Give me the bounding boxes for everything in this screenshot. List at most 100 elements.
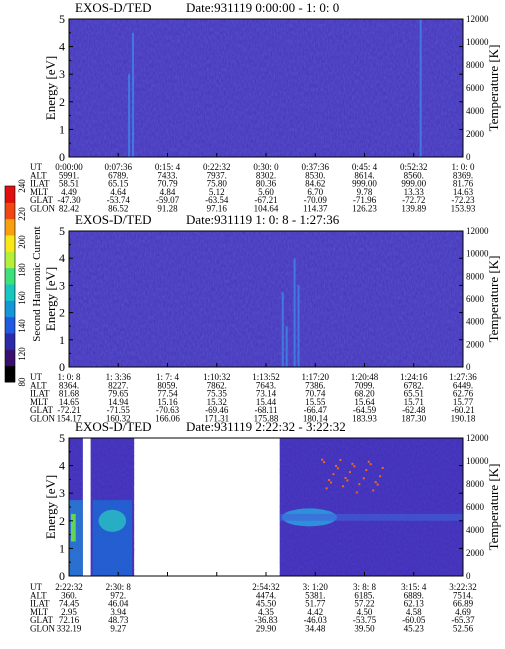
table-row-label: GLAT — [30, 615, 53, 625]
table-cell: 1:10:32 — [203, 372, 231, 382]
table-cell: 166.06 — [155, 414, 180, 424]
colorbar-swatch — [5, 300, 15, 318]
table-cell: 4.50 — [357, 607, 373, 617]
table-row-label: ALT — [30, 590, 47, 600]
y-tick-label: 4 — [59, 251, 65, 265]
table-cell: 72.16 — [59, 615, 80, 625]
colorbar-swatch — [5, 267, 15, 285]
colorbar-frame — [4, 185, 16, 383]
panel-date-range: Date:931119 2:22:32 - 3:22:32 — [186, 419, 346, 434]
table-cell: 62.13 — [404, 599, 425, 609]
table-cell: 8560. — [404, 170, 424, 180]
table-cell: 4.49 — [61, 187, 77, 197]
colorbar-swatch — [5, 202, 15, 220]
table-cell: 9.78 — [357, 187, 373, 197]
table-row-label: ALT — [30, 380, 47, 390]
table-cell: 1: 0: 0 — [451, 162, 475, 172]
spectrogram-dot — [369, 463, 372, 466]
table-cell: 4.84 — [160, 187, 176, 197]
table-row-label: UT — [30, 582, 42, 592]
colorbar-tick-label: 180 — [17, 263, 27, 277]
table-row-label: GLON — [30, 624, 55, 634]
table-cell: 77.54 — [157, 389, 178, 399]
spectrogram-dot — [323, 461, 326, 464]
spectrogram-texture-2 — [69, 231, 463, 367]
table-cell: 4.64 — [110, 187, 126, 197]
table-cell: 0:22:32 — [203, 162, 231, 172]
spectrogram-streak — [281, 292, 284, 367]
table-cell: 58.51 — [59, 179, 79, 189]
table-cell: -60.21 — [451, 405, 474, 415]
table-cell: 84.62 — [305, 179, 325, 189]
colorbar-swatch — [5, 365, 15, 383]
y-tick-label: 5 — [59, 431, 65, 445]
table-cell: 8364. — [59, 380, 79, 390]
colorbar-swatch — [5, 333, 15, 350]
table-cell: -70.09 — [304, 195, 328, 205]
spectrogram-dot — [336, 467, 339, 470]
y-tick-label: 5 — [59, 12, 65, 26]
colorbar-tick-label: 140 — [17, 319, 27, 333]
table-row-label: GLON — [30, 414, 55, 424]
right-tick-label: 2000 — [466, 129, 485, 139]
panel-title: EXOS-D/TED — [75, 212, 152, 227]
table-cell: 86.52 — [108, 204, 128, 214]
table-cell: 15.32 — [207, 397, 227, 407]
table-cell: 2:22:32 — [55, 582, 83, 592]
table-cell: 82.42 — [59, 204, 79, 214]
table-cell: 45.50 — [256, 599, 277, 609]
table-cell: 15.44 — [256, 397, 277, 407]
colorbar-swatch — [5, 186, 15, 203]
table-cell: 15.64 — [354, 397, 375, 407]
table-cell: 46.04 — [108, 599, 129, 609]
table-cell: 8059. — [157, 380, 177, 390]
table-cell: 1: 3:36 — [106, 372, 132, 382]
y-tick-label: 0 — [59, 569, 65, 583]
table-cell: 1: 0: 8 — [57, 372, 81, 382]
table-cell: 70.74 — [305, 389, 326, 399]
table-cell: -71.96 — [353, 195, 377, 205]
table-cell: 1:13:52 — [252, 372, 280, 382]
table-cell: -68.11 — [255, 405, 278, 415]
right-axis-label: Temperature [K] — [486, 45, 501, 132]
colorbar-swatch — [5, 349, 15, 367]
table-cell: 15.77 — [453, 397, 474, 407]
table-cell: 6789. — [108, 170, 128, 180]
table-cell: -60.05 — [402, 615, 426, 625]
table-cell: 52.56 — [453, 624, 474, 634]
table-cell: 4.42 — [307, 607, 323, 617]
table-row-label: UT — [30, 372, 42, 382]
table-cell: -72.72 — [402, 195, 425, 205]
right-tick-label: 8000 — [466, 479, 485, 489]
table-cell: 74.45 — [59, 599, 80, 609]
table-cell: -70.63 — [156, 405, 180, 415]
spectrogram-dot — [358, 483, 361, 486]
table-cell: -46.03 — [304, 615, 328, 625]
spectrogram-dot — [339, 459, 342, 462]
spectrogram-feature — [70, 513, 76, 542]
table-cell: 6782. — [404, 380, 424, 390]
table-cell: 175.88 — [254, 414, 279, 424]
spectrogram-dot — [341, 485, 344, 488]
y-tick-label: 0 — [59, 360, 65, 374]
spectrogram-streak — [419, 19, 422, 157]
colorbar-swatch — [5, 235, 15, 252]
table-row-label: ILAT — [30, 389, 50, 399]
table-cell: -69.46 — [205, 405, 229, 415]
y-tick-label: 2 — [59, 514, 65, 528]
table-cell: 183.93 — [352, 414, 377, 424]
table-cell: 187.30 — [401, 414, 426, 424]
table-cell: 154.17 — [57, 414, 82, 424]
table-cell: 79.65 — [108, 389, 129, 399]
right-tick-label: 0 — [466, 571, 471, 581]
colorbar-swatch — [5, 218, 15, 236]
right-axis-label: Temperature [K] — [486, 464, 501, 551]
right-tick-label: 8000 — [466, 271, 485, 281]
spectrogram-dot — [365, 469, 368, 472]
right-tick-label: 8000 — [466, 60, 485, 70]
table-cell: 65.51 — [404, 389, 424, 399]
right-tick-label: 12000 — [466, 433, 489, 443]
table-cell: -71.55 — [107, 405, 131, 415]
table-cell: -72.23 — [451, 195, 475, 205]
spectrogram-dot — [346, 479, 349, 482]
